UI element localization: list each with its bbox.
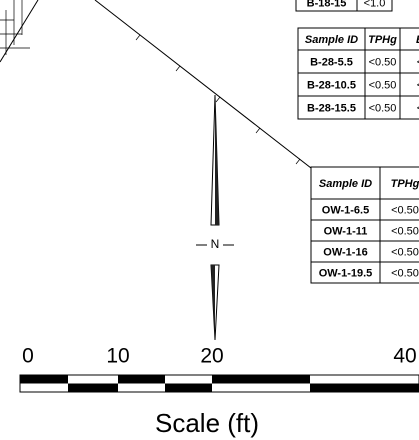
table-header: B (416, 34, 419, 46)
table-value: OW-1-16 (323, 246, 367, 258)
table-header: TPHg (391, 178, 419, 190)
arrow-upper-shade (215, 95, 219, 225)
scale-label: 40 (393, 345, 416, 368)
table-value: OW-1-11 (324, 225, 368, 237)
table-cell (379, 166, 419, 200)
table-value: <0.50 (391, 204, 419, 216)
table-value: <0.50 (369, 56, 397, 68)
scale-block (20, 375, 68, 384)
table-cell (399, 72, 419, 97)
north-arrow: N (196, 94, 234, 341)
table-value: < (417, 79, 419, 91)
table-cell (310, 166, 381, 200)
scale-block (165, 383, 212, 392)
scale-block (68, 383, 118, 392)
table-header: TPHg (368, 34, 397, 46)
scale-title: Scale (ft) (155, 408, 259, 438)
table-value: < (417, 102, 419, 114)
north-label: N (211, 237, 220, 251)
table-value: <0.50 (391, 225, 419, 237)
table-header: Sample ID (305, 34, 358, 46)
table-value: B-28-15.5 (307, 102, 356, 114)
table-value: B-18-15 (307, 0, 347, 9)
table-value: B-28-5.5 (310, 56, 353, 68)
table-value: <0.50 (391, 267, 419, 279)
scale-label: 0 (22, 345, 34, 368)
table-value: <1.0 (364, 0, 386, 9)
table-cell (399, 49, 419, 74)
table-cell (399, 95, 419, 120)
line-ticks (135, 34, 381, 227)
table-value: < (417, 56, 419, 68)
sample-tables: B-18-15 <1.0 Sample ID TPHg B B-28-5.5 <0.50 < B… (295, 0, 419, 284)
scale-bar: 0 10 20 40 Scale (ft) (19, 345, 419, 438)
table-cell (399, 27, 419, 51)
table-value: OW-1-6.5 (322, 204, 369, 216)
table-cell (356, 0, 393, 12)
scale-block (310, 383, 419, 392)
scale-block (212, 375, 310, 384)
hatch (0, 0, 30, 55)
table-value: OW-1-19.5 (319, 267, 373, 279)
arrow-lower-shade (211, 265, 215, 340)
scale-block (118, 375, 165, 384)
table-value: <0.50 (369, 79, 397, 91)
table-cell (379, 261, 419, 284)
table-value: <0.50 (391, 246, 419, 258)
scale-blocks (20, 375, 419, 392)
table-value: B-28-10.5 (307, 79, 356, 91)
scale-label: 20 (200, 345, 223, 368)
table-value: <0.50 (369, 102, 397, 114)
scale-label: 10 (106, 345, 129, 368)
table-header: Sample ID (319, 178, 372, 190)
